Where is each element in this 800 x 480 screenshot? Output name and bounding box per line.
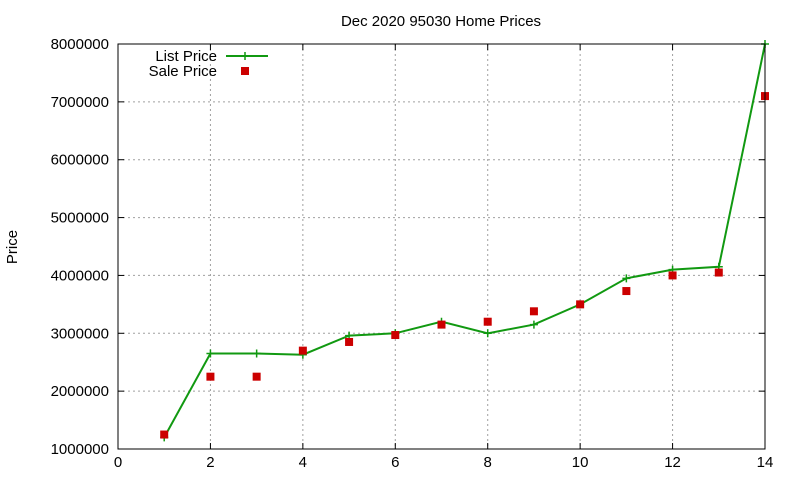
legend-label-sale-price: Sale Price (149, 63, 217, 80)
data-point-sale-price (391, 331, 400, 340)
tick-label-y: 7000000 (51, 94, 109, 111)
data-point-sale-price (576, 300, 585, 309)
data-point-sale-price (252, 372, 261, 381)
tick-label-y: 3000000 (51, 325, 109, 342)
series-sale-price (160, 92, 769, 439)
tick-label-y: 1000000 (51, 441, 109, 458)
y-axis-ticks: 1000000 2000000 3000000 4000000 5000000 60000… (51, 36, 765, 458)
data-point-sale-price (529, 307, 538, 316)
legend-label-list-price: List Price (155, 48, 217, 65)
tick-label-y: 6000000 (51, 152, 109, 169)
series-list-price (160, 40, 769, 442)
tick-label-x: 14 (757, 454, 774, 471)
data-point-sale-price (668, 271, 677, 280)
data-point-sale-price (298, 346, 307, 355)
data-point-sale-price (437, 320, 446, 329)
data-point-sale-price (483, 317, 492, 326)
data-point-sale-price (622, 287, 631, 296)
chart-title: Dec 2020 95030 Home Prices (341, 13, 541, 30)
x-axis-ticks: 0 2 4 6 8 10 12 14 (114, 44, 774, 471)
tick-label-x: 6 (391, 454, 399, 471)
grid (117, 43, 766, 450)
tick-label-x: 0 (114, 454, 122, 471)
tick-label-y: 2000000 (51, 383, 109, 400)
series-line-list-price (163, 43, 766, 438)
tick-label-y: 5000000 (51, 210, 109, 227)
plot-frame (117, 43, 766, 450)
data-point-sale-price (345, 337, 354, 346)
legend-marker-list-price (241, 52, 249, 60)
tick-label-x: 8 (484, 454, 492, 471)
data-point-list-price (206, 349, 215, 358)
legend-marker-sale-price (241, 67, 249, 75)
data-point-list-price (483, 329, 492, 338)
tick-label-x: 10 (572, 454, 589, 471)
tick-label-y: 8000000 (51, 36, 109, 53)
data-point-sale-price (206, 372, 215, 381)
data-point-list-price (252, 349, 261, 358)
data-point-list-price (622, 274, 631, 283)
data-point-sale-price (160, 430, 169, 439)
tick-label-y: 4000000 (51, 267, 109, 284)
y-axis-label: Price (4, 230, 21, 264)
data-point-sale-price (714, 268, 723, 277)
data-point-list-price (529, 320, 538, 329)
tick-label-x: 4 (299, 454, 307, 471)
legend: List Price Sale Price (149, 48, 268, 80)
tick-label-x: 12 (664, 454, 681, 471)
tick-label-x: 2 (206, 454, 214, 471)
